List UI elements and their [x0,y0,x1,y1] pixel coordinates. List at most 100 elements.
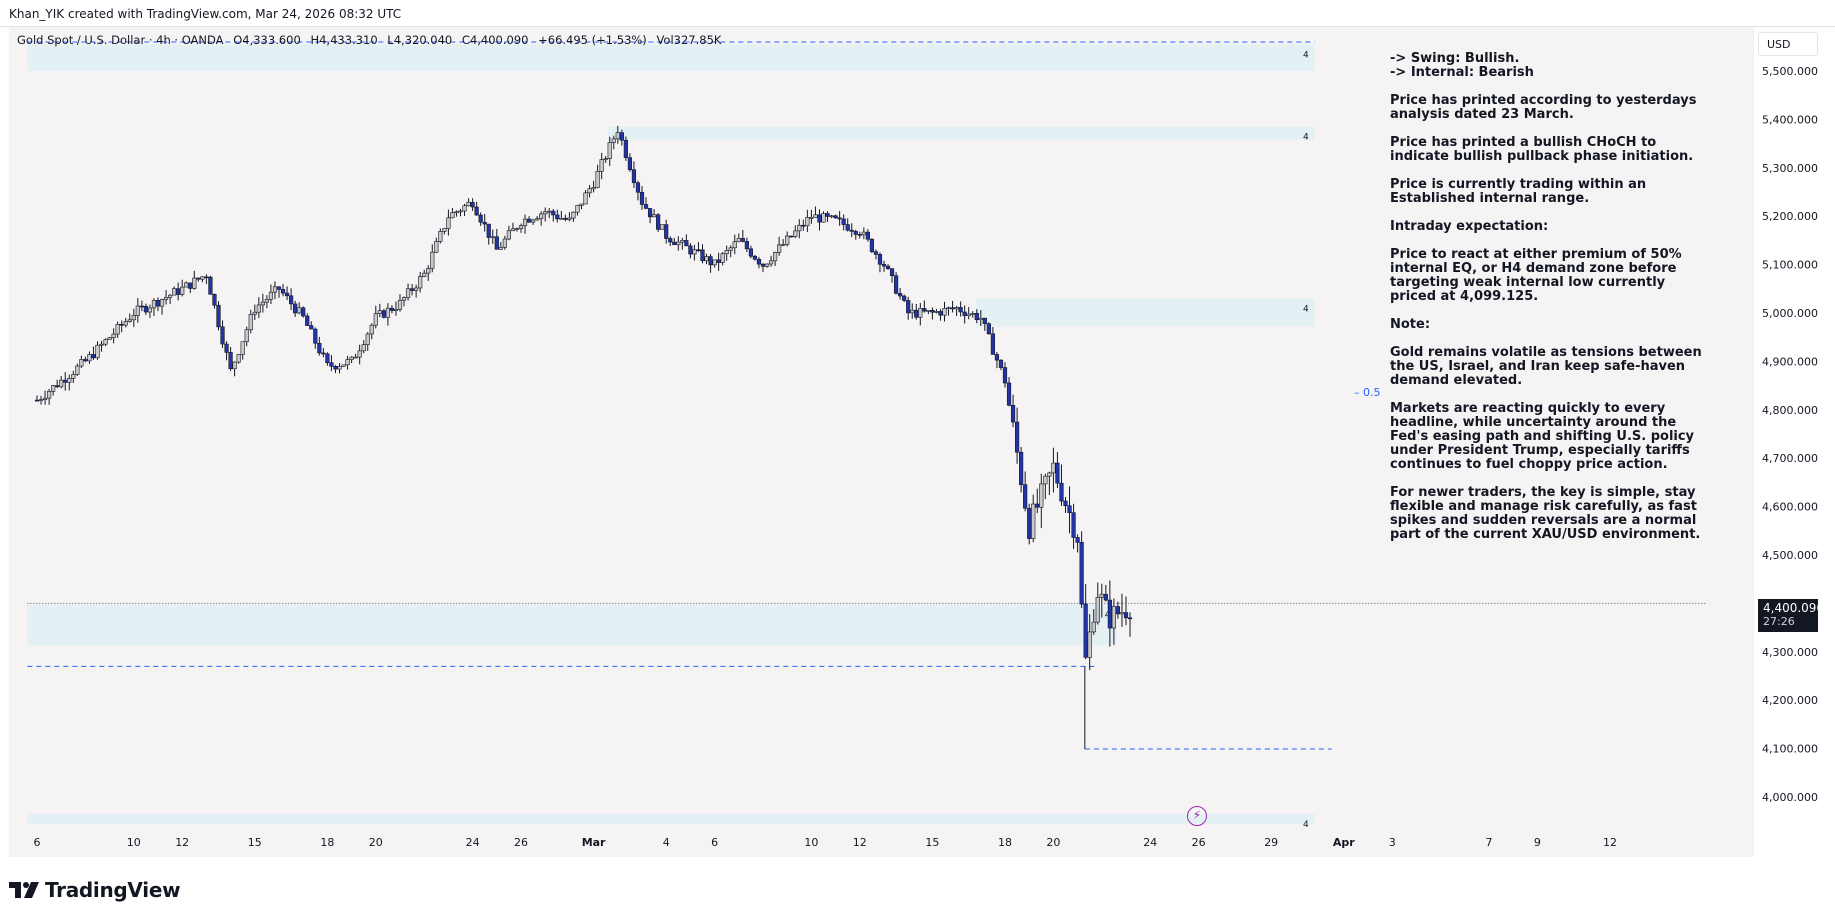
candle-body [159,299,165,307]
y-tick-label: 5,500.000 [1762,65,1818,78]
tradingview-logo-icon [9,882,39,898]
candle-body [297,307,302,314]
y-tick-label: 4,300.000 [1762,646,1818,659]
candle-body [825,213,830,217]
x-tick-label: 29 [1264,836,1278,849]
candle-body [462,205,467,212]
candle-body [728,247,733,251]
candle-body [555,214,560,220]
analysis-paragraph: Markets are reacting quickly to every he… [1390,401,1695,472]
candle-body [442,228,447,232]
currency-button[interactable]: USD [1758,32,1818,56]
candle-body [1023,484,1028,509]
candle-body [510,228,516,232]
candle-body [498,246,503,250]
candle-body [196,277,201,280]
candle-body [172,288,177,296]
zone-label: 4 [1303,50,1309,60]
candle-body [930,309,935,313]
candle-body [163,297,169,300]
candle-body [724,250,729,255]
open-value: 4,333.600 [242,33,301,47]
candle-body [712,259,717,266]
high-label: H [310,33,319,47]
candle-body [147,307,153,313]
candle-body [79,359,84,367]
candle-body [914,309,919,318]
candle-body [708,256,713,266]
candle-body [325,353,330,364]
candle-body [38,399,44,401]
candle-body [216,304,221,328]
x-tick-label: 3 [1389,836,1396,849]
candle-body [482,221,487,225]
candle-body [409,288,415,291]
candle-body [95,344,100,359]
candle-body [268,291,274,300]
candle-body [522,218,528,227]
candle-body [59,379,64,388]
volume-label: Vol [656,33,673,47]
candle-body [381,310,386,318]
candle-body [587,188,592,194]
candle-body [228,352,233,370]
close-label: C [462,33,470,47]
candle-body [446,217,451,229]
candle-body [535,218,540,221]
candle-body [781,244,786,246]
footer-logo-text: TradingView [45,878,181,902]
candle-body [99,343,104,346]
analysis-paragraph: Gold remains volatile as tensions betwee… [1390,345,1702,388]
zone-box [975,298,1315,327]
top-bar: Khan_YIK created with TradingView.com, M… [0,0,1835,27]
x-tick-label: 4 [663,836,670,849]
candle-body [506,230,512,240]
y-tick-label: 4,500.000 [1762,549,1818,562]
candle-body [869,238,874,252]
candle-body [478,214,483,223]
low-label: L [387,33,394,47]
x-tick-label: 12 [853,836,867,849]
candle-body [777,244,782,253]
candle-body [450,212,455,219]
candle-body [1099,593,1104,598]
candle-body [547,210,552,213]
price-chart[interactable]: 4 4 4 4 4 4,000.000 4,100.000 4,200.000 4,300.0… [0,0,1835,870]
candle-body [958,307,963,313]
candle-body [926,309,931,312]
candle-body [83,359,88,362]
candle-body [526,218,532,223]
candles [34,125,1133,750]
candle-body [361,344,366,352]
candle-body [817,214,822,223]
candle-body [853,231,858,235]
last-price-tag: 4,400.090 27:26 [1758,599,1824,632]
candle-body [200,276,205,280]
candle-body [418,276,423,289]
lightning-icon[interactable]: ⚡ [1187,806,1207,826]
candle-body [119,323,124,326]
candle-body [789,235,794,238]
close-value: 4,400.090 [470,33,529,47]
y-tick-label: 4,200.000 [1762,694,1818,707]
candle-body [75,365,80,375]
candle-body [260,301,265,306]
supply-demand-zones: 4 4 4 4 4 [27,44,1315,830]
candle-body [607,142,612,159]
candle-body [155,300,161,307]
time-axis[interactable]: 6 10 12 15 18 20 24 26 Mar 4 6 10 12 15 18 20 24 26 29 Apr 3… [34,836,1618,849]
price-axis[interactable]: 4,000.0004,100.0004,200.0004,300.0004,40… [1762,65,1818,804]
candle-body [768,260,774,265]
candle-body [571,211,576,219]
volume-value: 327.85K [674,33,722,47]
low-value: 4,320.040 [394,33,453,47]
zone-label: 4 [1105,610,1111,620]
candle-body [256,304,261,313]
candle-body [543,211,548,215]
candle-body [809,217,814,219]
candle-body [680,240,685,243]
candle-body [1010,404,1016,423]
candle-body [575,205,580,213]
candle-body [232,361,237,370]
candle-body [34,399,40,402]
